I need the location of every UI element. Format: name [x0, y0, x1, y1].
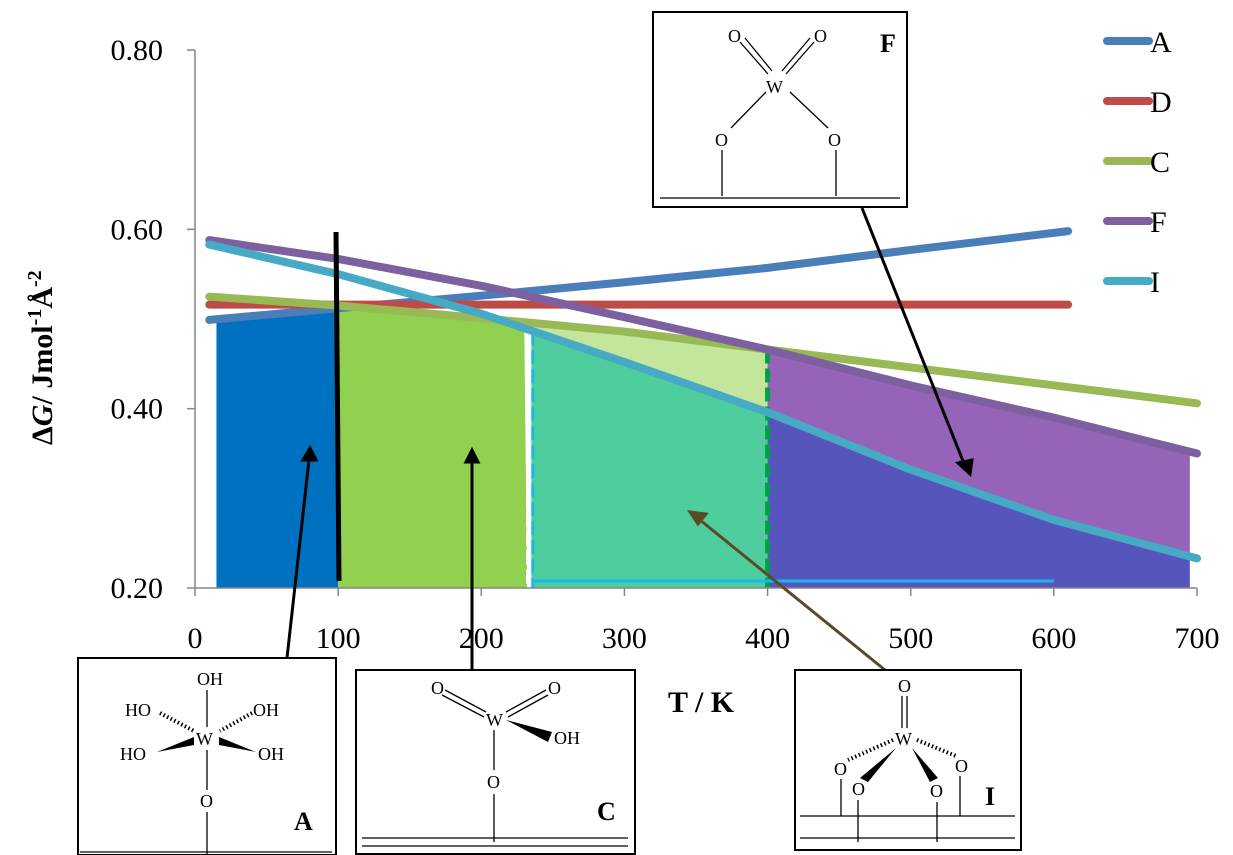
svg-text:HO: HO	[120, 744, 146, 764]
svg-text:W: W	[486, 710, 503, 730]
svg-text:O: O	[955, 756, 968, 776]
arrow-I	[699, 518, 886, 672]
svg-text:O: O	[715, 130, 728, 150]
arrow-A-head	[300, 444, 319, 462]
structure-label-A: A	[294, 807, 313, 836]
annotation-arrows	[285, 207, 974, 672]
x-tick-label: 300	[602, 622, 647, 655]
structure-label-I: I	[985, 782, 995, 811]
svg-text:O: O	[200, 791, 213, 811]
marker-100k	[333, 231, 342, 582]
svg-text:OH: OH	[253, 700, 279, 720]
svg-text:OH: OH	[554, 728, 580, 748]
svg-text:O: O	[431, 678, 444, 698]
shaded-regions	[216, 305, 1190, 588]
svg-text:O: O	[828, 130, 841, 150]
y-tick-label: 0.40	[111, 393, 164, 426]
series-line-I	[205, 240, 1201, 563]
x-tick-label: 100	[316, 622, 361, 655]
svg-text:O: O	[814, 26, 827, 46]
legend-label-A: A	[1150, 26, 1172, 59]
svg-text:W: W	[895, 729, 912, 749]
region-A	[216, 308, 339, 588]
svg-text:O: O	[548, 678, 561, 698]
structure-box-F: F O O W O O	[652, 11, 908, 208]
y-axis-title: ΔG/ Jmol-1Å-2	[24, 270, 59, 445]
svg-text:OH: OH	[258, 744, 284, 764]
legend-label-I: I	[1150, 266, 1160, 299]
svg-text:O: O	[930, 781, 943, 801]
x-tick-label: 600	[1031, 622, 1076, 655]
region-C	[338, 305, 528, 588]
x-tick-label: 400	[745, 622, 790, 655]
region-F-I-gap	[767, 349, 1190, 557]
y-tick-label: 0.80	[111, 34, 164, 67]
structure-label-C: C	[597, 797, 616, 826]
arrow-I-head	[686, 510, 709, 527]
legend-label-C: C	[1150, 146, 1170, 179]
svg-text:O: O	[487, 772, 500, 792]
legend-label-F: F	[1150, 206, 1167, 239]
structure-box-A: A OH HO OH HO OH W O	[77, 657, 337, 855]
x-axis-title: T / K	[668, 686, 735, 719]
y-tick-label: 0.20	[111, 572, 164, 605]
axes: 0 100 200 300 400 500 600 700 0.20 0.40 0.60 0.80	[111, 34, 1220, 655]
x-tick-label: 700	[1175, 622, 1220, 655]
structure-box-C: C O O W OH O	[355, 669, 636, 855]
arrow-F	[860, 207, 967, 467]
svg-text:HO: HO	[125, 700, 151, 720]
svg-text:W: W	[766, 77, 783, 97]
x-tick-label: 200	[459, 622, 504, 655]
svg-text:O: O	[898, 676, 911, 696]
svg-text:O: O	[728, 26, 741, 46]
structure-box-I: I O W O O O O	[794, 669, 1022, 851]
series-line-F	[205, 236, 1201, 458]
svg-text:O: O	[834, 759, 847, 779]
y-tick-label: 0.60	[111, 213, 164, 246]
arrow-F-head	[954, 458, 974, 478]
arrow-A	[285, 459, 311, 659]
svg-text:W: W	[196, 729, 213, 749]
arrow-C-head	[463, 446, 481, 464]
legend-label-D: D	[1150, 86, 1172, 119]
x-tick-label: 0	[188, 622, 203, 655]
structure-label-F: F	[880, 29, 896, 58]
x-tick-label: 500	[888, 622, 933, 655]
svg-text:O: O	[852, 779, 865, 799]
svg-text:OH: OH	[197, 669, 223, 689]
